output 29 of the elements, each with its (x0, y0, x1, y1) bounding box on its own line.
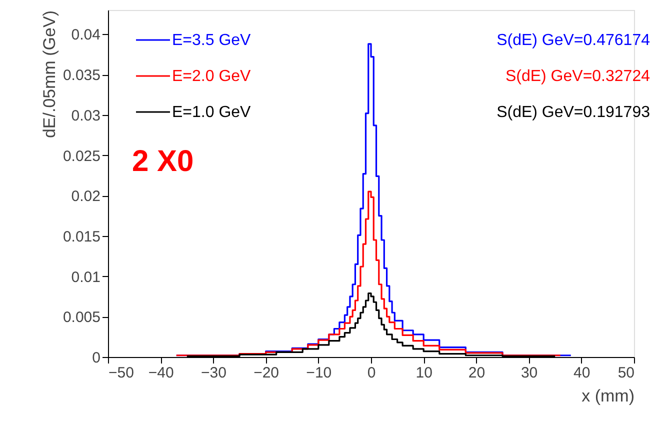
y-tick-label: 0.025 (62, 148, 100, 165)
legend-label: E=1.0 GeV (172, 104, 252, 121)
x-tick-label: 30 (520, 364, 538, 382)
y-tick-label: 0.035 (62, 67, 100, 84)
x-tick-label: −10 (306, 364, 332, 382)
annotation: S(dE) GeV=0.191793 (496, 104, 650, 121)
y-tick-label: 0.02 (71, 188, 100, 206)
y-tick-label: 0 (92, 350, 100, 366)
y-tick-label: 0.005 (62, 309, 100, 326)
x-tick-label: −40 (148, 364, 174, 382)
x-tick-label: 10 (416, 364, 432, 382)
annotation: S(dE) GeV=0.476174 (496, 32, 650, 49)
x-tick-label: −50 (108, 364, 134, 382)
x-tick-label: 0 (367, 364, 376, 382)
legend-label: E=2.0 GeV (172, 68, 252, 85)
y-tick-label: 0.015 (62, 228, 100, 246)
x-tick-label: 40 (574, 364, 590, 382)
x-tick-label: −20 (254, 364, 280, 382)
y-axis-title: dE/.05mm (GeV) (40, 10, 59, 138)
annotation: 2 X0 (132, 145, 194, 178)
y-tick-label: 0.04 (71, 26, 100, 44)
annotation: S(dE) GeV=0.32724 (505, 68, 650, 85)
legend-label: E=3.5 GeV (172, 32, 252, 49)
x-tick-label: −30 (200, 364, 226, 382)
x-tick-label: 50 (618, 364, 634, 382)
y-tick-label: 0.01 (71, 268, 100, 286)
x-tick-label: 20 (468, 364, 486, 382)
x-axis-title: x (mm) (582, 386, 634, 406)
y-tick-label: 0.03 (71, 107, 100, 124)
